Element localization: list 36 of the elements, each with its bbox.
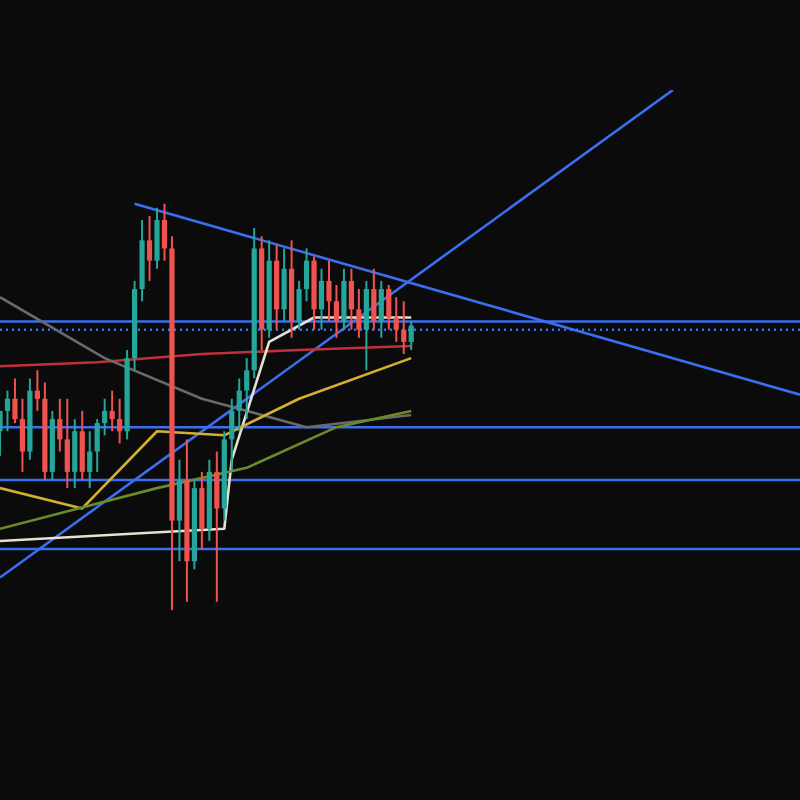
candlestick (229, 397, 235, 473)
candlestick (199, 470, 205, 551)
candlestick (109, 389, 115, 433)
candlestick (378, 279, 384, 339)
candlestick (393, 296, 399, 343)
candlestick (4, 389, 11, 433)
candlestick (318, 267, 325, 331)
candlestick (401, 300, 407, 356)
candlestick (333, 284, 340, 339)
candlestick (341, 267, 347, 331)
candlestick (72, 418, 78, 490)
candlestick (281, 247, 287, 323)
candlestick (348, 267, 354, 331)
candlestick (79, 409, 85, 481)
candlestick (64, 397, 70, 490)
candlestick (363, 279, 369, 372)
candlestick (296, 279, 302, 331)
candlestick (386, 284, 392, 331)
candlestick (94, 418, 100, 473)
candlestick (117, 397, 123, 445)
candlestick (161, 202, 168, 262)
candlestick (34, 369, 40, 412)
candlestick (214, 450, 220, 603)
candlestick (176, 458, 183, 563)
candlestick (408, 320, 414, 351)
candlestick (87, 430, 93, 490)
candlestick (102, 397, 108, 437)
candlestick (303, 247, 310, 303)
candlestick (244, 357, 250, 421)
candlestick (371, 267, 377, 331)
candlestick (154, 206, 160, 270)
candlestick (57, 397, 63, 453)
candlestick (19, 397, 26, 473)
candlestick (146, 214, 153, 282)
candlestick (356, 288, 362, 339)
candlestick (236, 377, 242, 433)
